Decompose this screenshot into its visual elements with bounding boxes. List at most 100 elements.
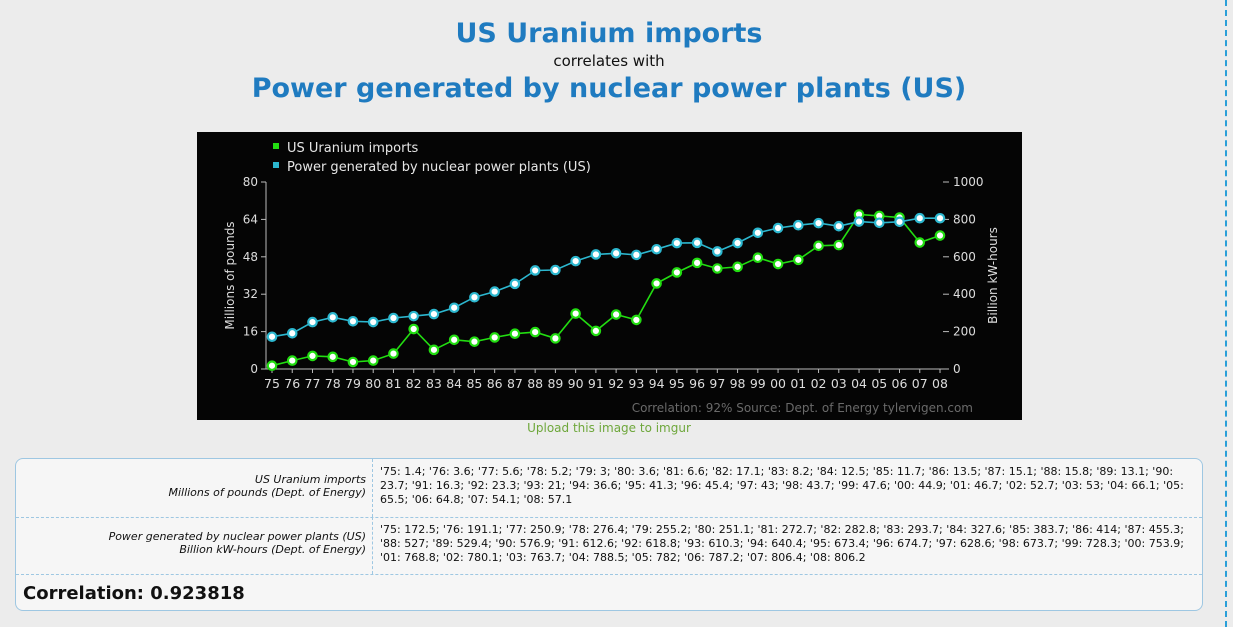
left-tick-label: 48: [243, 250, 258, 264]
series-unit: Billion kW-hours (Dept. of Energy): [179, 543, 366, 556]
right-tick-label: 400: [953, 287, 976, 301]
left-axis-label: Millions of pounds: [223, 221, 237, 329]
series-values: '75: 1.4; '76: 3.6; '77: 5.6; '78: 5.2; …: [380, 465, 1184, 506]
data-point-right: [651, 243, 662, 255]
right-tick-label: 1000: [953, 175, 984, 189]
row-label: Power generated by nuclear power plants …: [16, 517, 373, 574]
x-tick-label: 85: [466, 376, 482, 391]
right-tick-label: 800: [953, 212, 976, 226]
data-point-left: [752, 252, 764, 264]
data-point-left: [914, 237, 926, 248]
x-tick-label: 95: [669, 376, 685, 391]
data-point-right: [853, 216, 865, 227]
data-point-left: [934, 230, 946, 241]
x-tick-label: 05: [871, 376, 887, 391]
data-point-right: [772, 222, 784, 234]
data-point-left: [833, 239, 845, 251]
data-point-right: [388, 312, 399, 324]
series-unit: Millions of pounds (Dept. of Energy): [168, 486, 366, 499]
data-point-left: [266, 360, 278, 372]
data-point-left: [428, 344, 440, 356]
x-tick-label: 90: [568, 376, 584, 391]
dashed-border: [1225, 0, 1227, 627]
right-axis-label: Billion kW-hours: [986, 227, 1000, 324]
row-label: US Uranium imports Millions of pounds (D…: [16, 459, 373, 517]
connector-text: correlates with: [553, 52, 665, 70]
left-tick-label: 16: [243, 325, 258, 339]
data-point-right: [934, 212, 946, 224]
data-point-right: [489, 286, 500, 297]
legend-swatch: [273, 162, 279, 168]
data-point-right: [570, 255, 581, 267]
x-tick-label: 91: [588, 376, 604, 391]
table-row: US Uranium imports Millions of pounds (D…: [16, 459, 1202, 518]
data-point-right: [367, 316, 379, 328]
data-point-right: [327, 312, 339, 323]
x-tick-label: 88: [527, 376, 543, 391]
legend-label: Power generated by nuclear power plants …: [287, 160, 591, 175]
data-point-right: [671, 237, 683, 249]
data-point-left: [610, 309, 622, 320]
table-row: Power generated by nuclear power plants …: [16, 517, 1202, 575]
data-point-right: [833, 220, 845, 232]
data-point-right: [732, 237, 743, 249]
data-point-right: [793, 219, 804, 231]
x-tick-label: 80: [365, 376, 381, 391]
series-name: Power generated by nuclear power plants …: [108, 530, 366, 543]
data-point-right: [408, 310, 419, 322]
left-tick-label: 80: [243, 175, 258, 189]
data-point-left: [489, 332, 500, 343]
x-tick-label: 02: [811, 376, 827, 391]
right-tick-label: 200: [953, 325, 976, 339]
x-tick-label: 00: [770, 376, 786, 391]
data-point-left: [570, 308, 581, 319]
x-tick-label: 82: [406, 376, 422, 391]
data-point-left: [772, 258, 784, 270]
data-point-left: [793, 254, 804, 266]
chart-footer: Correlation: 92% Source: Dept. of Energy…: [632, 401, 973, 415]
x-tick-label: 94: [649, 376, 665, 391]
data-point-right: [914, 212, 926, 224]
data-point-right: [307, 316, 318, 328]
data-point-right: [752, 227, 764, 239]
series-line-right: [271, 217, 940, 338]
correlation-value: Correlation: 0.923818: [23, 583, 245, 604]
x-tick-label: 08: [932, 376, 948, 391]
data-point-left: [732, 261, 743, 273]
x-tick-label: 81: [386, 376, 402, 391]
legend-swatch: [273, 143, 279, 149]
series-line-left: [271, 213, 941, 367]
data-point-right: [691, 237, 703, 249]
x-tick-label: 86: [487, 376, 503, 391]
upload-link[interactable]: Upload this image to imgur: [527, 421, 691, 435]
data-point-right: [631, 249, 642, 261]
data-point-left: [347, 356, 359, 368]
title-block: US Uranium imports correlates with Power…: [0, 18, 1218, 106]
left-tick-label: 64: [243, 212, 258, 226]
x-tick-label: 04: [851, 376, 867, 391]
data-point-right: [286, 327, 298, 339]
data-point-left: [509, 328, 521, 340]
data-point-left: [529, 326, 541, 338]
x-tick-label: 79: [345, 376, 361, 391]
x-tick-label: 83: [426, 376, 442, 391]
x-tick-label: 07: [912, 376, 928, 391]
data-point-left: [590, 325, 602, 337]
data-point-left: [651, 278, 662, 289]
right-tick-label: 0: [953, 362, 961, 376]
data-point-right: [448, 302, 460, 314]
data-point-left: [286, 355, 298, 366]
series-values: '75: 172.5; '76: 191.1; '77: 250.9; '78:…: [380, 523, 1184, 564]
data-point-right: [590, 249, 602, 260]
left-tick-label: 32: [243, 287, 258, 301]
x-tick-label: 98: [730, 376, 746, 391]
x-tick-label: 99: [750, 376, 766, 391]
data-point-left: [671, 267, 683, 278]
data-point-right: [712, 246, 723, 257]
x-tick-label: 77: [305, 376, 321, 391]
data-point-left: [388, 348, 399, 359]
x-tick-label: 89: [547, 376, 563, 391]
x-tick-label: 93: [628, 376, 644, 391]
